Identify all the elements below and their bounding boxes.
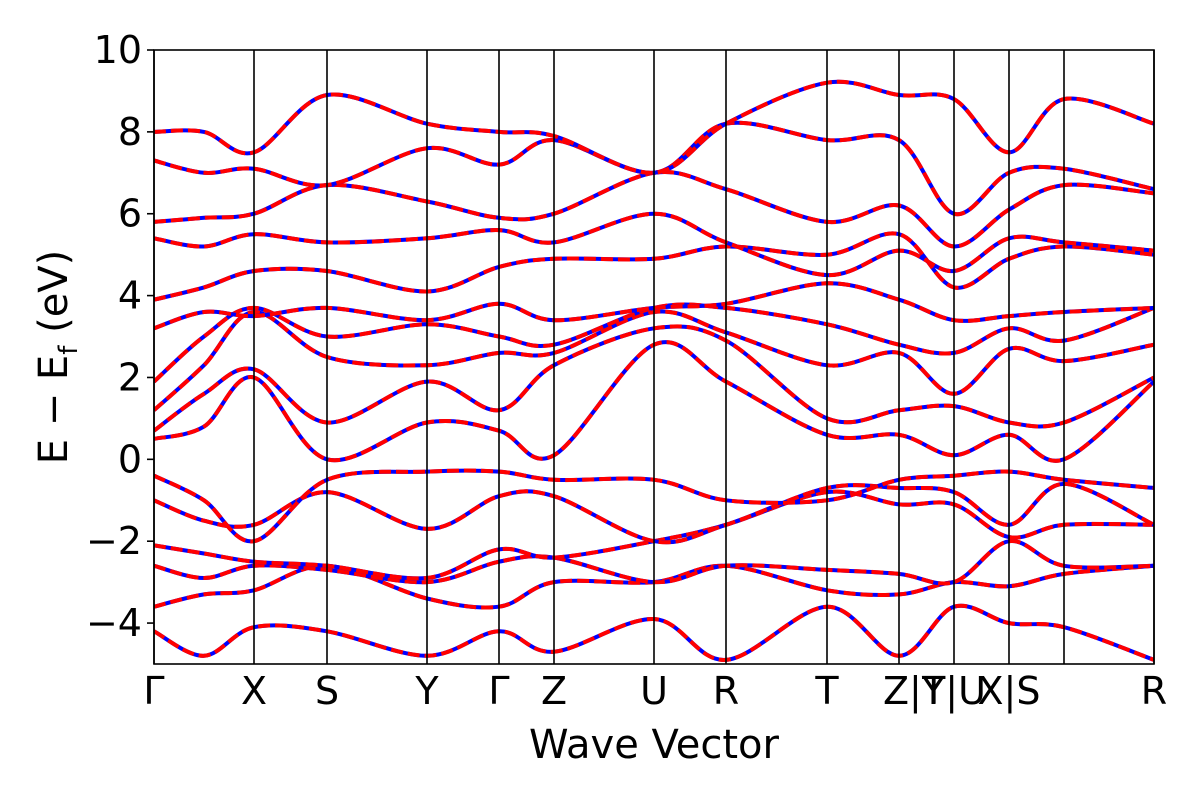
x-tick-label: Y: [414, 669, 439, 713]
x-tick-label: Z: [541, 669, 567, 713]
y-tick-label: 4: [118, 274, 142, 318]
x-tick-label: X|S: [978, 669, 1041, 714]
x-tick-label: T: [814, 669, 839, 713]
x-tick-label: U: [640, 669, 668, 713]
band-line-8-primary: [154, 324, 1154, 433]
band-line-6-overlay: [154, 468, 1154, 544]
y-tick-label: 6: [118, 192, 142, 236]
y-tick-label: 8: [118, 110, 142, 154]
x-tick-label: Γ: [143, 669, 164, 713]
x-tick-label: T|U: [921, 669, 986, 714]
band-line-12-overlay: [154, 231, 1154, 302]
x-tick-label: S: [315, 669, 339, 713]
y-axis-label: E − Ef (eV): [31, 250, 84, 465]
x-tick-label: R: [713, 669, 739, 713]
band-line-7-overlay: [154, 340, 1154, 463]
x-tick-label: Z|Y: [883, 669, 946, 714]
y-axis-label-subscript: f: [54, 345, 84, 355]
y-axis-label-unit: (eV): [31, 250, 77, 346]
y-tick-label: −2: [86, 519, 142, 563]
band-line-16-overlay: [154, 79, 1154, 175]
y-tick-label: 2: [118, 355, 142, 399]
band-line-1-overlay: [154, 603, 1154, 662]
x-tick-label: Γ: [488, 669, 509, 713]
band-line-13-overlay: [154, 211, 1154, 278]
x-axis-ticks: Γ X S Y Γ Z U R T Z|YT|UX|S R: [143, 669, 1167, 714]
x-axis-label: Wave Vector: [529, 722, 780, 768]
plot-frame: [153, 49, 1155, 665]
kpoint-separator-lines: [153, 50, 1155, 664]
y-axis-label-main: E − E: [31, 355, 77, 465]
y-tick-label: 10: [94, 28, 142, 72]
band-line-10-overlay: [154, 302, 1154, 384]
y-axis-ticks: −4 −2 0 2 4 6 8 10: [86, 28, 154, 645]
x-tick-label: X: [241, 669, 267, 713]
y-tick-label: 0: [118, 437, 142, 481]
x-tick-label: R: [1141, 669, 1167, 713]
y-tick-label: −4: [86, 601, 142, 645]
band-line-5-overlay: [154, 481, 1154, 545]
